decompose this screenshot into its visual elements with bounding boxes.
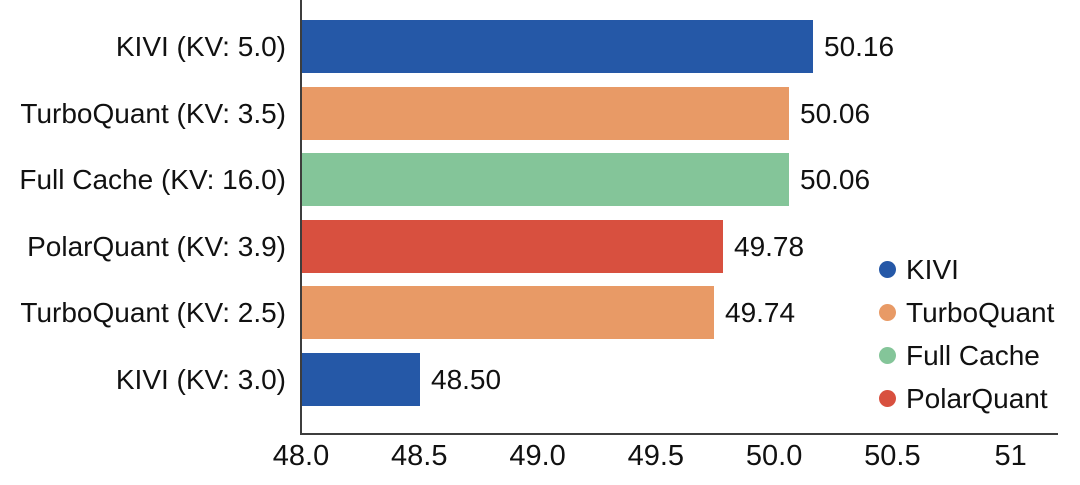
legend-item-full-cache: Full Cache — [879, 334, 1054, 377]
x-tick-label: 49.0 — [509, 440, 566, 472]
legend-label: PolarQuant — [906, 382, 1048, 414]
x-tick-label: 50.0 — [745, 440, 803, 472]
category-label: TurboQuant (KV: 3.5) — [20, 98, 286, 129]
category-label: KIVI (KV: 3.0) — [115, 364, 286, 395]
value-label: 48.50 — [431, 364, 502, 395]
legend-label: Full Cache — [906, 339, 1040, 371]
bar-full-cache — [302, 153, 789, 206]
category-label: Full Cache (KV: 16.0) — [19, 164, 286, 195]
y-axis-line — [300, 0, 302, 435]
legend-item-kivi: KIVI — [879, 248, 1054, 291]
legend-item-polarquant: PolarQuant — [879, 377, 1054, 420]
x-tick-label: 48.0 — [272, 440, 330, 472]
value-label: 49.74 — [725, 297, 796, 328]
bar-kivi — [302, 20, 813, 73]
legend-dot-icon — [879, 261, 896, 278]
value-label: 49.78 — [734, 231, 805, 262]
legend-dot-icon — [879, 304, 896, 321]
x-tick-label: 49.5 — [627, 440, 685, 472]
legend-dot-icon — [879, 347, 896, 364]
legend-dot-icon — [879, 390, 896, 407]
category-label: KIVI (KV: 5.0) — [115, 31, 286, 62]
x-tick-label: 48.5 — [391, 440, 448, 472]
value-label: 50.06 — [800, 164, 871, 195]
bar-kivi — [302, 353, 420, 406]
x-tick-label: 50.5 — [864, 440, 921, 472]
bar-turboquant — [302, 87, 789, 140]
category-label: PolarQuant (KV: 3.9) — [27, 231, 286, 262]
bar-turboquant — [302, 286, 714, 339]
x-tick-label: 51 — [994, 440, 1027, 472]
bar-polarquant — [302, 220, 723, 273]
x-axis-line — [300, 433, 1058, 435]
value-label: 50.06 — [800, 98, 871, 129]
legend-label: TurboQuant — [906, 296, 1055, 328]
legend-label: KIVI — [906, 253, 959, 285]
legend: KIVI TurboQuant Full Cache PolarQuant — [879, 248, 1054, 420]
category-label: TurboQuant (KV: 2.5) — [20, 297, 286, 328]
legend-item-turboquant: TurboQuant — [879, 291, 1054, 334]
value-label: 50.16 — [824, 31, 895, 62]
